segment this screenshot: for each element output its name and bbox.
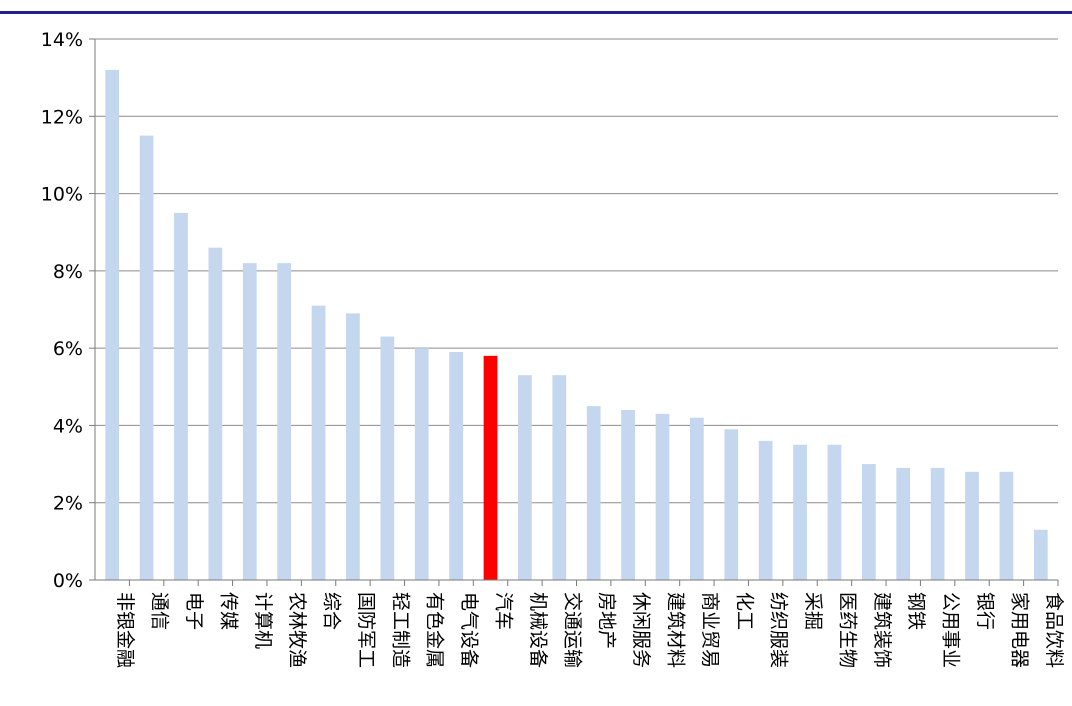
x-tick-label: 汽车 (493, 592, 515, 630)
y-axis-ticks: 0% 2% 4% 6% 8% 10% 12% 14% (41, 29, 96, 592)
bar (414, 348, 429, 580)
y-tick-label: 10% (41, 184, 83, 206)
x-tick-label: 国防军工 (355, 592, 377, 668)
bar (793, 444, 807, 580)
bar (930, 467, 945, 580)
bar (449, 352, 464, 580)
bars (105, 69, 1048, 581)
gridlines (95, 38, 1058, 504)
bar (552, 375, 567, 580)
x-tick-label: 商业贸易 (699, 592, 721, 668)
bar (896, 467, 911, 580)
header-rule (0, 11, 1072, 14)
y-tick-label: 4% (53, 415, 83, 437)
bar (1033, 529, 1048, 580)
x-tick-label: 钢铁 (905, 592, 927, 630)
y-tick-label: 2% (53, 493, 83, 515)
x-tick-label: 有色金属 (424, 592, 446, 668)
bar (655, 413, 670, 580)
x-tick-label: 纺织服装 (768, 592, 790, 668)
bar (999, 471, 1014, 580)
x-tick-label: 通信 (149, 592, 171, 630)
x-tick-label: 银行 (974, 592, 996, 630)
bar (277, 263, 292, 580)
x-tick-label: 房地产 (596, 592, 618, 649)
bar (689, 417, 704, 580)
y-tick-label: 8% (53, 261, 83, 283)
x-tick-label: 轻工制造 (389, 592, 411, 668)
bar (518, 375, 532, 580)
y-tick-label: 6% (53, 338, 83, 360)
x-tick-label: 电气设备 (458, 592, 480, 668)
y-tick-label: 12% (41, 106, 83, 128)
bar (174, 212, 188, 580)
bar (311, 305, 326, 580)
x-tick-label: 机械设备 (527, 592, 549, 668)
x-tick-label: 交通运输 (561, 592, 583, 668)
bar (724, 429, 739, 580)
x-tick-label: 农林牧渔 (286, 592, 308, 668)
x-tick-label: 医药生物 (836, 592, 858, 668)
x-tick-label: 建筑装饰 (871, 592, 893, 668)
y-tick-label: 0% (53, 570, 83, 592)
bar (483, 355, 498, 580)
x-tick-label: 综合 (321, 592, 343, 630)
x-tick-label: 电子 (183, 592, 205, 630)
x-tick-label: 家用电器 (1008, 592, 1030, 668)
bar (346, 313, 360, 580)
x-tick-label: 采掘 (802, 592, 824, 630)
x-tick-label: 公用事业 (940, 592, 962, 668)
x-tick-label: 非银金融 (114, 592, 136, 668)
bar (621, 409, 635, 580)
x-tick-label: 传媒 (217, 592, 239, 630)
bar (242, 263, 257, 580)
bar (139, 135, 154, 580)
x-axis-ticks: 非银金融 通信 电子 传媒 计算机 农林牧渔 综合 国防军工 轻工制造 有色金属 电气设备 汽车 机械设… (114, 580, 1065, 668)
bar (827, 444, 842, 580)
x-tick-label: 计算机 (252, 592, 274, 649)
bar (208, 247, 223, 580)
x-tick-label: 休闲服务 (630, 592, 652, 668)
y-tick-label: 14% (41, 29, 83, 51)
bar (861, 464, 876, 580)
x-tick-label: 建筑材料 (664, 592, 686, 668)
bar (105, 69, 120, 581)
bar (586, 406, 601, 580)
bar (965, 471, 979, 580)
x-tick-label: 食品饮料 (1043, 592, 1065, 668)
bar (758, 440, 773, 580)
bar (380, 336, 395, 580)
x-tick-label: 化工 (733, 592, 755, 630)
